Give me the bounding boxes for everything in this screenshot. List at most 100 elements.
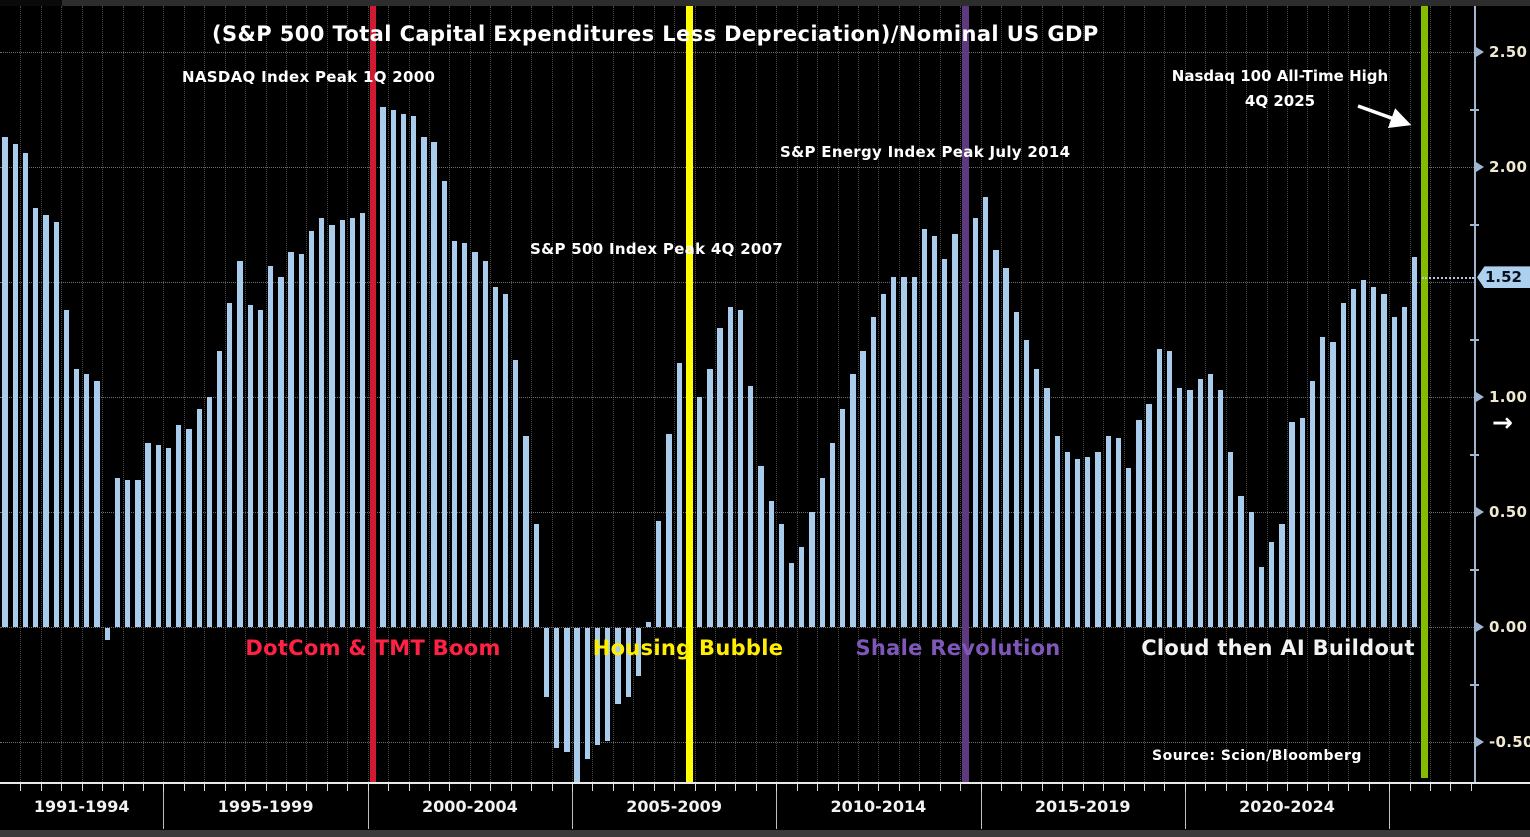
data-bar (237, 261, 243, 627)
data-bar (216, 351, 223, 627)
data-bar (482, 261, 488, 627)
data-bar (390, 109, 396, 627)
vertical-gridline (796, 6, 798, 782)
data-bar (625, 628, 631, 697)
vertical-gridline (1225, 6, 1227, 782)
ath-arrow-icon (1357, 104, 1412, 128)
x-tick-minor (674, 784, 676, 791)
data-bar (952, 233, 958, 627)
data-bar (1146, 403, 1152, 627)
data-bar (666, 433, 672, 627)
horizontal-gridline (0, 627, 1474, 628)
vertical-gridline (40, 6, 42, 782)
data-bar (891, 277, 897, 627)
x-section-divider (367, 791, 369, 829)
x-tick-minor (980, 784, 982, 791)
x-tick-minor (1266, 784, 1268, 791)
vertical-gridline (143, 6, 144, 782)
vertical-gridline (1348, 6, 1350, 782)
y-tick-minor (1470, 108, 1479, 111)
x-tick-minor (653, 784, 655, 791)
x-tick-minor (306, 784, 308, 791)
x-tick-minor (347, 784, 349, 791)
x-section-label: 2015-2019 (1034, 797, 1131, 816)
data-bar (778, 523, 785, 627)
data-bar (1115, 438, 1122, 627)
y-tick-marker (1476, 622, 1484, 632)
x-tick-minor (510, 784, 512, 791)
vertical-gridline (1021, 6, 1023, 782)
event-line (1421, 6, 1429, 778)
x-tick-minor (469, 784, 471, 791)
horizontal-gridline (0, 512, 1474, 513)
chart-title: (S&P 500 Total Capital Expenditures Less… (212, 22, 1099, 46)
y-tick-label: -0.50 (1489, 733, 1530, 751)
y-tick-label: 0.00 (1489, 618, 1528, 636)
data-bar (533, 523, 539, 627)
chart-plot-area (0, 6, 1474, 783)
data-bar (840, 408, 846, 627)
vertical-gridline (1123, 6, 1125, 782)
data-bar (1013, 311, 1019, 627)
vertical-gridline (1266, 6, 1268, 782)
x-tick-minor (408, 784, 410, 791)
x-tick-minor (796, 784, 798, 791)
data-bar (298, 254, 304, 627)
vertical-gridline (1205, 6, 1207, 782)
data-bar (451, 240, 458, 627)
y-tick-marker (1476, 392, 1484, 402)
x-axis: 1991-1994 1995-1999 2000-2004 2005-2009 2010… (0, 782, 1530, 830)
data-bar (645, 622, 652, 627)
annotation-nasdaq-peak: NASDAQ Index Peak 1Q 2000 (182, 68, 436, 86)
data-bar (870, 316, 876, 627)
data-bar (656, 521, 662, 627)
x-tick-minor (143, 784, 144, 791)
x-tick-minor (1409, 784, 1411, 791)
vertical-gridline (980, 6, 982, 782)
vertical-gridline (633, 6, 635, 782)
x-tick-minor (755, 784, 757, 791)
y-tick-label: 1.00 (1489, 388, 1528, 406)
x-tick-minor (1348, 784, 1350, 791)
x-tick-minor (898, 784, 900, 791)
y-tick-marker (1476, 507, 1484, 517)
data-bar (1156, 348, 1162, 627)
x-tick-minor (449, 784, 451, 791)
data-bar (543, 628, 550, 697)
y-tick-minor (1470, 683, 1479, 686)
data-bar (421, 137, 427, 627)
vertical-gridline (224, 6, 226, 782)
data-bar (1320, 337, 1326, 627)
data-bar (1340, 302, 1346, 627)
data-bar (799, 546, 805, 627)
vertical-gridline (1430, 6, 1431, 782)
vertical-gridline (265, 6, 267, 782)
vertical-gridline (694, 6, 696, 782)
x-tick-minor (939, 784, 941, 791)
data-bar (788, 562, 795, 627)
data-bar (605, 628, 611, 741)
x-tick-minor (326, 784, 328, 791)
vertical-gridline (1062, 6, 1064, 782)
data-bar (901, 277, 907, 627)
data-bar (1248, 512, 1254, 627)
x-section-divider (1389, 791, 1391, 829)
data-bar (697, 397, 703, 627)
data-bar (615, 628, 621, 704)
data-bar (186, 429, 192, 627)
data-bar (145, 443, 151, 627)
data-bar (1371, 286, 1377, 627)
data-bar (574, 628, 580, 783)
data-bar (462, 242, 468, 627)
data-bar (1330, 341, 1336, 627)
vertical-gridline (531, 6, 533, 782)
data-bar (227, 302, 233, 627)
vertical-gridline (1409, 6, 1411, 782)
data-bar (114, 477, 121, 627)
vertical-gridline (1450, 6, 1452, 782)
data-bar (1350, 288, 1357, 627)
annotation-sp500-peak: S&P 500 Index Peak 4Q 2007 (530, 240, 784, 258)
data-bar (73, 369, 80, 627)
x-section-divider (163, 791, 165, 829)
x-tick-minor (1368, 784, 1370, 791)
